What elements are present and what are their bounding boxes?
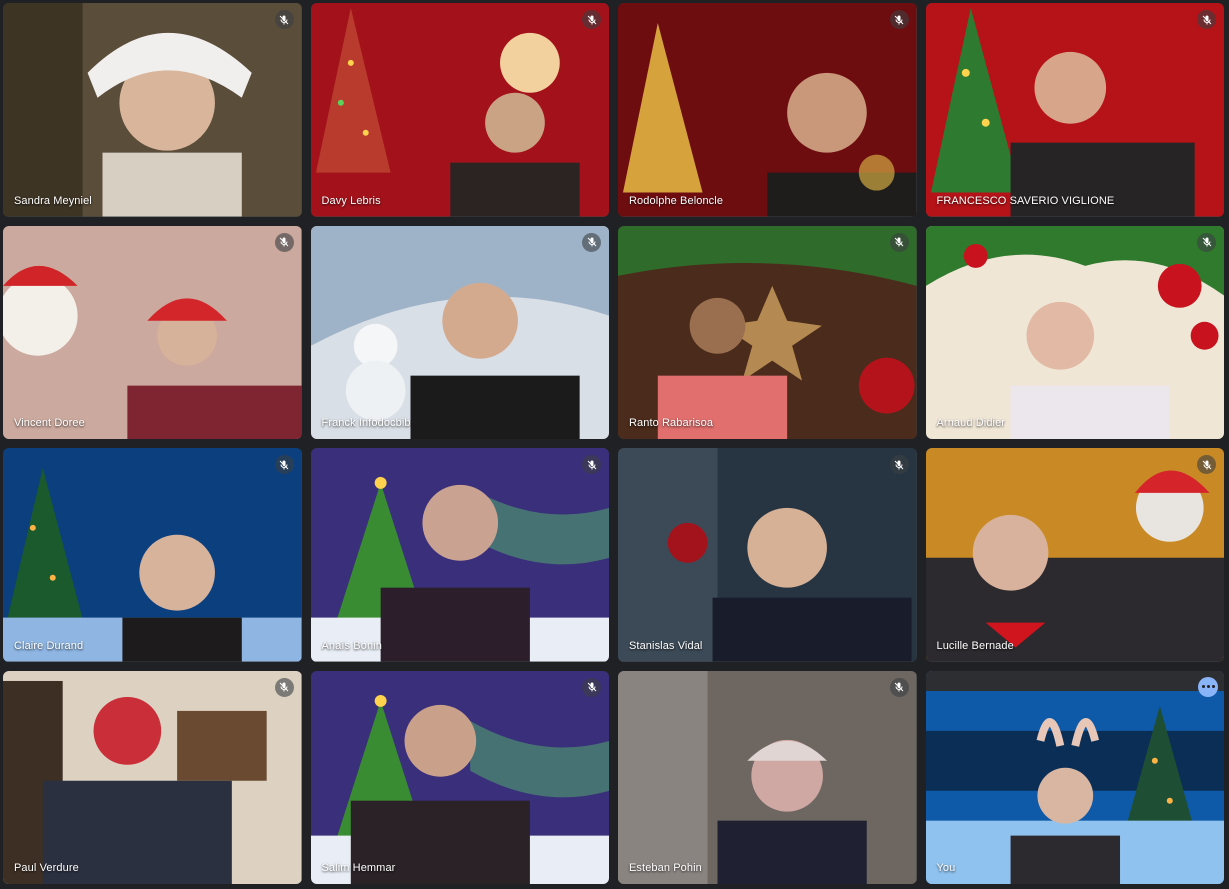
participant-tile[interactable]: Rodolphe Beloncle [618, 3, 917, 217]
video-feed [925, 448, 1224, 662]
participant-name: Salim Hemmar [321, 862, 396, 874]
video-feed [3, 3, 302, 217]
microphone-off-icon [889, 232, 909, 252]
participant-name: Vincent Doree [14, 417, 85, 429]
participant-tile[interactable]: Esteban Pohin [618, 670, 917, 884]
microphone-off-icon [274, 677, 294, 697]
video-feed [310, 3, 609, 217]
participant-tile[interactable]: FRANCESCO SAVERIO VIGLIONE [925, 3, 1224, 217]
video-feed [310, 448, 609, 662]
video-feed [310, 225, 609, 439]
participant-tile[interactable]: Anaïs Bonin [310, 448, 609, 662]
participant-tile[interactable]: Arnaud Didier [925, 225, 1224, 439]
more-options-icon[interactable] [1198, 676, 1218, 697]
participant-name: Paul Verdure [14, 862, 79, 874]
participant-name: Esteban Pohin [629, 862, 702, 874]
microphone-off-icon [582, 677, 601, 697]
participant-name: FRANCESCO SAVERIO VIGLIONE [936, 194, 1115, 207]
participant-name: Lucille Bernade [936, 639, 1014, 652]
participant-name: Arnaud Didier [936, 417, 1006, 429]
video-feed [618, 448, 917, 662]
participant-tile[interactable]: Sandra Meyniel [3, 3, 302, 217]
video-feed [618, 670, 917, 884]
participant-tile[interactable]: Ranto Rabarisoa [618, 225, 917, 439]
video-feed [618, 3, 917, 217]
microphone-off-icon [582, 10, 601, 29]
participant-name: Anaïs Bonin [321, 639, 382, 652]
video-feed [925, 670, 1224, 884]
video-feed [618, 225, 917, 439]
participant-tile[interactable]: Paul Verdure [3, 670, 302, 884]
video-feed [3, 225, 302, 439]
microphone-off-icon [582, 232, 601, 252]
microphone-off-icon [889, 10, 909, 29]
self-tile-header [925, 670, 1224, 691]
participant-name-self: You [936, 862, 956, 874]
participant-name: Claire Durand [14, 639, 84, 652]
participant-grid: Sandra Meyniel Davy Lebris Rodolphe Belo… [3, 3, 1224, 884]
participant-tile[interactable]: Lucille Bernade [925, 448, 1224, 662]
video-feed [925, 225, 1224, 439]
participant-name: Franck Infodocbib [321, 417, 411, 429]
participant-name: Stanislas Vidal [629, 639, 703, 652]
microphone-off-icon [274, 232, 294, 252]
microphone-off-icon [889, 455, 909, 474]
microphone-off-icon [274, 455, 294, 474]
microphone-off-icon [889, 677, 909, 697]
participant-tile[interactable]: Franck Infodocbib [310, 225, 609, 439]
microphone-off-icon [582, 455, 601, 474]
participant-tile[interactable]: Stanislas Vidal [618, 448, 917, 662]
self-tile[interactable]: You [925, 670, 1224, 884]
participant-tile[interactable]: Salim Hemmar [310, 670, 609, 884]
video-feed [3, 670, 302, 884]
microphone-off-icon [1197, 10, 1216, 29]
participant-tile[interactable]: Claire Durand [3, 448, 302, 662]
microphone-off-icon [1197, 232, 1216, 252]
participant-name: Ranto Rabarisoa [629, 417, 714, 429]
video-feed [925, 3, 1224, 217]
participant-tile[interactable]: Davy Lebris [310, 3, 609, 217]
video-feed [310, 670, 609, 884]
participant-name: Rodolphe Beloncle [629, 194, 724, 207]
video-feed [3, 448, 302, 662]
microphone-off-icon [274, 10, 294, 29]
participant-name: Davy Lebris [321, 194, 381, 207]
participant-name: Sandra Meyniel [14, 194, 92, 207]
participant-tile[interactable]: Vincent Doree [3, 225, 302, 439]
microphone-off-icon [1197, 455, 1216, 474]
